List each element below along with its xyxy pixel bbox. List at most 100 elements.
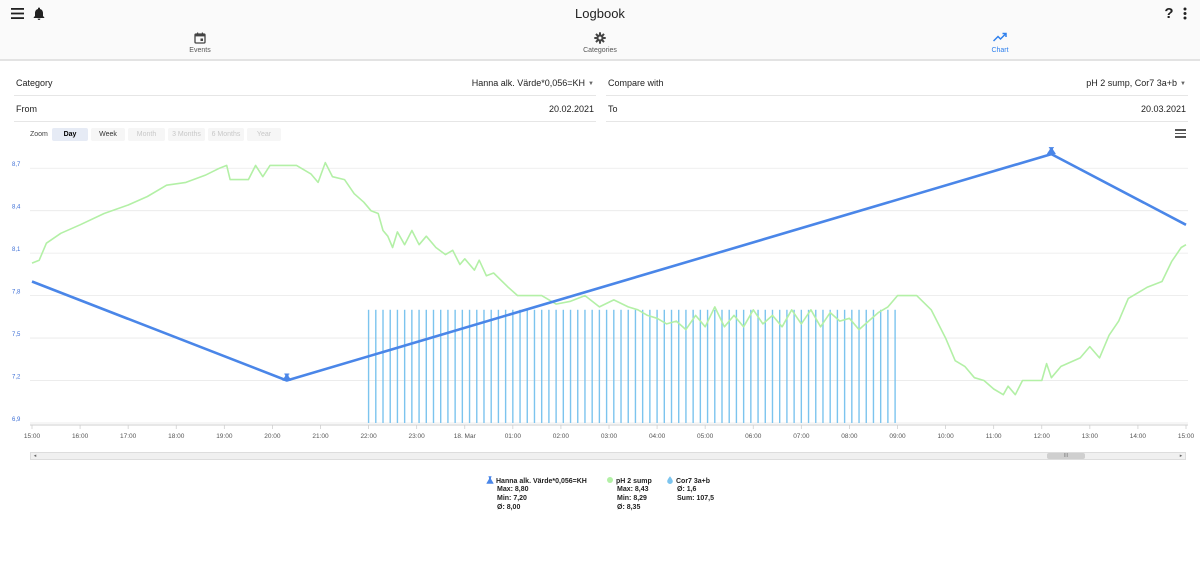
scroll-left-icon[interactable]: ◂ (33, 453, 37, 459)
legend-stat: Max: 8,80 (497, 486, 529, 493)
chevron-down-icon: ▼ (1180, 81, 1186, 87)
x-tick-label: 09:00 (889, 433, 906, 440)
more-vert-icon[interactable] (1176, 4, 1194, 22)
chart-grid (30, 167, 1188, 426)
tab-label: Chart (991, 47, 1009, 54)
legend-name: Hanna alk. Värde*0,056=KH (496, 478, 587, 485)
x-tick-label: 07:00 (793, 433, 810, 440)
tab-label: Events (189, 47, 211, 54)
compare-row: Compare with pH 2 sump, Cor7 3a+b ▼ (606, 70, 1188, 96)
category-row: Category Hanna alk. Värde*0,056=KH ▼ (14, 70, 596, 96)
dot-icon (607, 477, 613, 483)
chart: 6,9 7,2 7,5 7,8 8,1 8,4 8,7 15:00 16:00 17:00 18:… (12, 147, 1195, 440)
x-tick-label: 20:00 (264, 433, 281, 440)
chart-scrollbar[interactable]: ◂ III ▸ (30, 452, 1186, 460)
ph-series (31, 161, 1187, 396)
x-tick-label: 13:00 (1082, 433, 1099, 440)
zoom-6-months-button[interactable]: 6 Months (208, 128, 244, 141)
zoom-3-months-button[interactable]: 3 Months (168, 128, 205, 141)
calendar-icon (0, 32, 400, 46)
zoom-year-button[interactable]: Year (247, 128, 281, 141)
legend-name: pH 2 sump (616, 478, 652, 485)
x-tick-label: 15:00 (24, 433, 41, 440)
x-tick-label: 19:00 (216, 433, 233, 440)
zoom-day-button[interactable]: Day (52, 128, 88, 141)
zoom-label: Zoom (30, 131, 48, 138)
from-row: From 20.02.2021 (14, 96, 596, 122)
flask-marker (1047, 147, 1056, 155)
scroll-right-icon[interactable]: ▸ (1179, 453, 1183, 459)
x-tick-label: 02:00 (553, 433, 570, 440)
x-tick-label: 15:00 (1178, 433, 1195, 440)
help-icon[interactable]: ? (1164, 4, 1174, 22)
category-select[interactable]: Hanna alk. Värde*0,056=KH ▼ (472, 78, 594, 88)
x-tick-label: 18:00 (168, 433, 185, 440)
flask-marker (282, 373, 292, 381)
x-tick-label: 12:00 (1034, 433, 1051, 440)
x-tick-label: 21:00 (312, 433, 329, 440)
tab-label: Categories (583, 47, 617, 54)
y-tick-label: 7,5 (12, 332, 21, 338)
x-tick-label: 05:00 (697, 433, 714, 440)
x-tick-label: 03:00 (601, 433, 618, 440)
cor7-series (367, 309, 896, 423)
x-tick-label: 22:00 (360, 433, 377, 440)
from-label: From (16, 104, 37, 114)
legend-item-ph[interactable]: pH 2 sump Max: 8,43 Min: 8,29 Ø: 8,35 (606, 476, 652, 512)
category-value: Hanna alk. Värde*0,056=KH (471, 78, 586, 88)
compare-value: pH 2 sump, Cor7 3a+b (1086, 78, 1178, 88)
chart-menu-icon[interactable] (1175, 129, 1186, 139)
chevron-down-icon: ▼ (588, 81, 594, 87)
x-tick-label: 10:00 (937, 433, 954, 440)
compare-label: Compare with (608, 78, 664, 88)
bell-icon[interactable] (30, 4, 48, 22)
from-date-field[interactable]: 20.02.2021 (548, 104, 594, 114)
legend-stat: Max: 8,43 (617, 486, 649, 493)
flask-icon (486, 476, 494, 484)
legend-stat: Sum: 107,5 (677, 495, 714, 502)
x-tick-label: 23:00 (409, 433, 426, 440)
x-axis: 15:00 16:00 17:00 18:00 19:00 20:00 21:00 22:00… (24, 425, 1195, 440)
y-tick-label: 7,2 (12, 375, 21, 381)
y-axis: 6,9 7,2 7,5 7,8 8,1 8,4 8,7 (12, 162, 21, 423)
legend-name: Cor7 3a+b (676, 478, 711, 485)
tab-bar: Events Categories Chart (0, 28, 1200, 61)
legend-stat: Ø: 8,35 (617, 504, 641, 511)
hanna-line (31, 152, 1187, 382)
zoom-month-button[interactable]: Month (128, 128, 165, 141)
to-row: To 20.03.2021 (606, 96, 1188, 122)
gear-icon (400, 32, 800, 46)
menu-icon[interactable] (8, 4, 26, 22)
legend-item-cor7[interactable]: Cor7 3a+b Ø: 1,6 Sum: 107,5 (666, 476, 714, 503)
legend-stat: Min: 7,20 (497, 495, 527, 502)
tab-chart[interactable]: Chart (800, 28, 1200, 59)
y-tick-label: 7,8 (12, 290, 21, 296)
x-tick-label: 01:00 (505, 433, 522, 440)
legend-item-hanna[interactable]: Hanna alk. Värde*0,056=KH Max: 8,80 Min:… (486, 476, 587, 512)
x-tick-label: 18. Mar (454, 433, 477, 440)
x-tick-label: 16:00 (72, 433, 89, 440)
zoom-week-button[interactable]: Week (91, 128, 125, 141)
compare-select[interactable]: pH 2 sump, Cor7 3a+b ▼ (1086, 78, 1186, 88)
tab-events[interactable]: Events (0, 28, 400, 59)
app-bar: Logbook ? (0, 0, 1200, 28)
y-tick-label: 6,9 (12, 417, 21, 423)
drop-icon (667, 476, 673, 484)
x-tick-label: 14:00 (1130, 433, 1147, 440)
category-label: Category (16, 78, 53, 88)
x-tick-label: 06:00 (745, 433, 762, 440)
hanna-series (31, 147, 1187, 382)
x-tick-label: 11:00 (986, 433, 1002, 440)
legend-stat: Ø: 8,00 (497, 504, 521, 511)
to-label: To (608, 104, 618, 114)
tab-categories[interactable]: Categories (400, 28, 800, 59)
ph-line (31, 161, 1187, 396)
x-tick-label: 04:00 (649, 433, 666, 440)
to-date-field[interactable]: 20.03.2021 (1140, 104, 1186, 114)
scroll-thumb[interactable]: III (1047, 453, 1085, 459)
y-tick-label: 8,1 (12, 247, 21, 253)
trending-up-icon (800, 32, 1200, 46)
app-title: Logbook (575, 6, 625, 21)
x-tick-label: 17:00 (120, 433, 137, 440)
y-tick-label: 8,4 (12, 205, 21, 211)
